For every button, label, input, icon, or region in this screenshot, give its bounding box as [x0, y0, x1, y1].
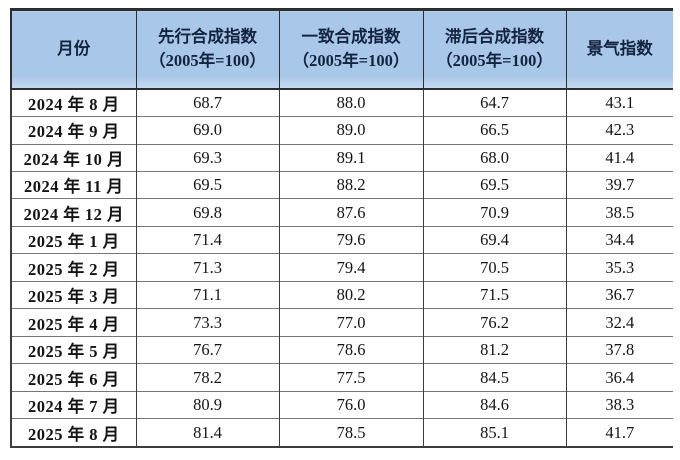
value-cell: 69.3 [135, 143, 279, 172]
month-cell: 2024 年 10 月 [10, 143, 136, 172]
month-cell: 2025 年 1 月 [10, 225, 136, 254]
month-cell: 2025 年 8 月 [10, 418, 136, 449]
value-cell: 69.8 [135, 198, 279, 227]
value-cell: 39.7 [565, 170, 673, 199]
value-cell: 73.3 [135, 308, 279, 337]
value-cell: 79.4 [278, 253, 423, 282]
value-cell: 35.3 [565, 253, 673, 282]
value-cell: 64.7 [422, 88, 566, 117]
value-cell: 88.2 [278, 170, 423, 199]
value-cell: 37.8 [565, 335, 673, 364]
value-cell: 81.4 [135, 418, 279, 449]
value-cell: 78.5 [278, 418, 423, 449]
value-cell: 69.5 [422, 170, 566, 199]
value-cell: 68.0 [422, 143, 566, 172]
value-cell: 85.1 [422, 418, 566, 449]
value-cell: 34.4 [565, 225, 673, 254]
month-cell: 2025 年 5 月 [10, 335, 136, 364]
table-row: 2025 年 2 月 71.3 79.4 70.5 35.3 [10, 253, 673, 282]
table-row: 2025 年 4 月 73.3 77.0 76.2 32.4 [10, 308, 673, 337]
value-cell: 89.0 [278, 116, 423, 145]
month-cell: 2024 年 9 月 [10, 116, 136, 145]
column-header-lagging-index: 滞后合成指数 （2005年=100） [422, 8, 566, 90]
table-row: 2025 年 1 月 71.4 79.6 69.4 34.4 [10, 225, 673, 254]
value-cell: 70.5 [422, 253, 566, 282]
value-cell: 78.6 [278, 335, 423, 364]
value-cell: 41.7 [565, 418, 673, 449]
value-cell: 79.6 [278, 225, 423, 254]
month-cell: 2024 年 11 月 [10, 170, 136, 199]
column-header-label: 滞后合成指数 [445, 26, 544, 46]
value-cell: 89.1 [278, 143, 423, 172]
value-cell: 77.5 [278, 363, 423, 392]
month-cell: 2024 年 7 月 [10, 390, 136, 419]
table-row: 2025 年 3 月 71.1 80.2 71.5 36.7 [10, 280, 673, 309]
table-row: 2024 年 10 月 69.3 89.1 68.0 41.4 [10, 143, 673, 172]
column-header-sublabel: （2005年=100） [149, 51, 266, 71]
value-cell: 70.9 [422, 198, 566, 227]
value-cell: 42.3 [565, 116, 673, 145]
table-row: 2025 年 8 月 81.4 78.5 85.1 41.7 [10, 418, 673, 449]
table-row: 2024 年 11 月 69.5 88.2 69.5 39.7 [10, 170, 673, 199]
month-cell: 2024 年 12 月 [10, 198, 136, 227]
column-header-label: 先行合成指数 [158, 26, 257, 46]
table-row: 2024 年 9 月 69.0 89.0 66.5 42.3 [10, 116, 673, 145]
table-row: 2024 年 12 月 69.8 87.6 70.9 38.5 [10, 198, 673, 227]
month-cell: 2025 年 6 月 [10, 363, 136, 392]
value-cell: 87.6 [278, 198, 423, 227]
value-cell: 71.1 [135, 280, 279, 309]
table-row: 2025 年 5 月 76.7 78.6 81.2 37.8 [10, 335, 673, 364]
value-cell: 43.1 [565, 88, 673, 117]
composite-index-table: 月份 先行合成指数 （2005年=100） 一致合成指数 （2005年=100）… [10, 8, 673, 449]
value-cell: 69.4 [422, 225, 566, 254]
value-cell: 81.2 [422, 335, 566, 364]
column-header-label: 一致合成指数 [301, 26, 401, 46]
month-cell: 2025 年 3 月 [10, 280, 136, 309]
value-cell: 76.2 [422, 308, 566, 337]
value-cell: 41.4 [565, 143, 673, 172]
value-cell: 77.0 [278, 308, 423, 337]
column-header-sublabel: （2005年=100） [436, 51, 553, 71]
header-row: 月份 先行合成指数 （2005年=100） 一致合成指数 （2005年=100）… [10, 8, 673, 90]
value-cell: 66.5 [422, 116, 566, 145]
value-cell: 71.3 [135, 253, 279, 282]
value-cell: 36.4 [565, 363, 673, 392]
value-cell: 38.5 [565, 198, 673, 227]
column-header-leading-index: 先行合成指数 （2005年=100） [135, 8, 279, 90]
table-row: 2024 年 8 月 68.7 88.0 64.7 43.1 [10, 88, 673, 117]
column-header-coincident-index: 一致合成指数 （2005年=100） [278, 8, 423, 90]
value-cell: 76.0 [278, 390, 423, 419]
value-cell: 80.9 [135, 390, 279, 419]
column-header-month: 月份 [10, 8, 136, 90]
month-cell: 2025 年 4 月 [10, 308, 136, 337]
table-row: 2025 年 6 月 78.2 77.5 84.5 36.4 [10, 363, 673, 392]
value-cell: 71.4 [135, 225, 279, 254]
value-cell: 71.5 [422, 280, 566, 309]
value-cell: 78.2 [135, 363, 279, 392]
column-header-prosperity-index: 景气指数 [565, 8, 673, 90]
value-cell: 69.5 [135, 170, 279, 199]
table-row: 2024 年 7 月 80.9 76.0 84.6 38.3 [10, 390, 673, 419]
value-cell: 38.3 [565, 390, 673, 419]
value-cell: 84.5 [422, 363, 566, 392]
month-cell: 2024 年 8 月 [10, 88, 136, 117]
value-cell: 68.7 [135, 88, 279, 117]
column-header-label: 月份 [57, 38, 91, 58]
value-cell: 88.0 [278, 88, 423, 117]
column-header-sublabel: （2005年=100） [292, 51, 410, 71]
value-cell: 80.2 [278, 280, 423, 309]
value-cell: 36.7 [565, 280, 673, 309]
value-cell: 84.6 [422, 390, 566, 419]
value-cell: 32.4 [565, 308, 673, 337]
month-cell: 2025 年 2 月 [10, 253, 136, 282]
value-cell: 69.0 [135, 116, 279, 145]
column-header-label: 景气指数 [586, 38, 653, 58]
value-cell: 76.7 [135, 335, 279, 364]
